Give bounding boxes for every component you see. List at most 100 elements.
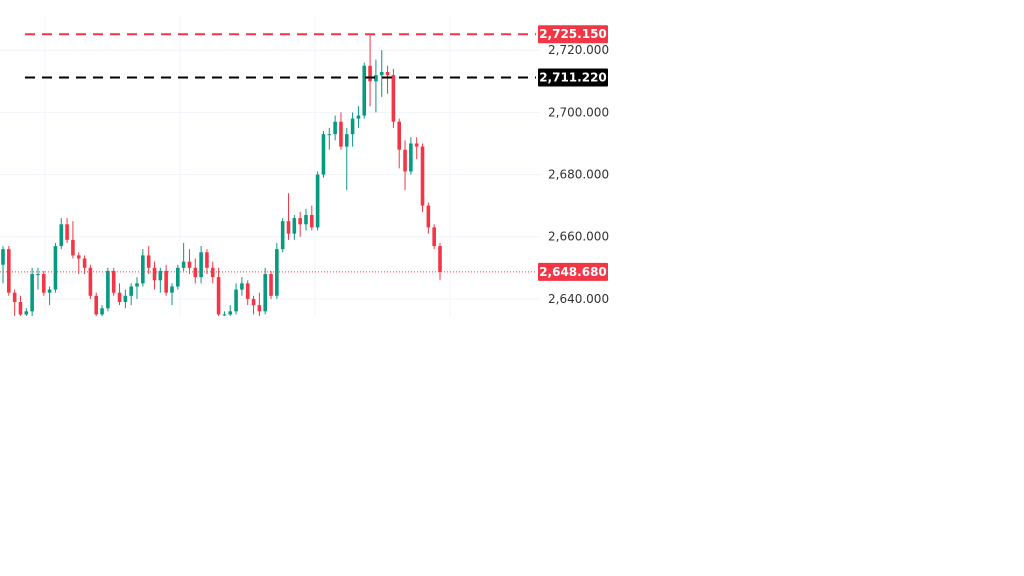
candle-body	[176, 267, 180, 287]
candle	[298, 211, 302, 237]
candle	[59, 218, 64, 250]
candle	[275, 242, 279, 299]
candle	[251, 295, 256, 315]
candle	[53, 242, 58, 293]
candle	[286, 193, 291, 240]
candle	[216, 267, 221, 316]
candle	[187, 249, 192, 275]
candle-body	[216, 277, 221, 315]
candle	[100, 305, 104, 316]
candle-body	[426, 205, 431, 228]
candle-body	[280, 221, 285, 250]
candle	[310, 205, 314, 231]
candle-body	[414, 143, 419, 147]
level-badge-red-label: 2,725.150	[539, 27, 607, 41]
candle-body	[263, 274, 267, 312]
candle-body	[106, 270, 110, 309]
candle-body	[193, 267, 198, 278]
candle-body	[333, 121, 337, 135]
candle-body	[141, 255, 145, 284]
candle-body	[71, 239, 75, 256]
candle	[193, 258, 198, 284]
candle	[304, 208, 308, 231]
candle-body	[100, 308, 104, 315]
candle-body	[152, 267, 157, 281]
candle	[82, 255, 87, 275]
candle	[205, 249, 209, 275]
candle-body	[420, 146, 425, 206]
candle	[368, 34, 372, 107]
candle-body	[234, 289, 238, 312]
candle	[24, 308, 29, 316]
candle	[362, 62, 367, 119]
candle-body	[88, 267, 93, 296]
last-price-badge-background	[538, 262, 608, 281]
level-badge-red-background	[538, 25, 608, 44]
last-price-badge: 2,648.680	[538, 262, 608, 281]
candle	[141, 249, 145, 287]
candle	[385, 65, 390, 94]
candle	[327, 127, 332, 150]
candle-body	[36, 274, 40, 276]
candle-body	[362, 65, 367, 116]
candle-body	[164, 270, 168, 293]
candle	[158, 267, 163, 293]
candle	[391, 68, 396, 128]
candle-body	[123, 295, 128, 303]
candle	[176, 264, 180, 290]
level-badge-black-background	[538, 68, 608, 87]
candle-body	[350, 118, 355, 135]
candle	[339, 112, 343, 150]
candle-body	[41, 274, 46, 293]
level-badge-black-label: 2,711.220	[539, 71, 607, 85]
candle-body	[251, 298, 256, 306]
candle-body	[146, 255, 151, 268]
level-badge-black: 2,711.220	[538, 68, 608, 87]
candle	[240, 277, 244, 296]
candle-body	[403, 149, 407, 172]
last-price-badge-label: 2,648.680	[539, 265, 607, 279]
candle-body	[129, 286, 133, 296]
candle-body	[65, 224, 69, 240]
candle	[321, 131, 326, 178]
candle	[170, 283, 174, 306]
candle-body	[339, 121, 343, 147]
candle-body	[7, 249, 11, 293]
candle-body	[275, 249, 279, 296]
candle-body	[257, 305, 262, 312]
y-tick-label: 2,660.000	[548, 230, 609, 244]
candle-body	[181, 261, 186, 268]
candle-body	[374, 75, 378, 82]
candle	[234, 283, 238, 315]
level-badge-red: 2,725.150	[538, 25, 608, 44]
candle-body	[344, 134, 349, 147]
candle	[333, 115, 337, 141]
candle	[71, 221, 75, 259]
candle	[41, 270, 46, 296]
price-level-lines	[0, 33, 536, 273]
candle-body	[310, 214, 314, 228]
candle	[432, 224, 436, 250]
candle	[1, 246, 5, 284]
grid-layer	[0, 16, 540, 316]
candle-body	[269, 274, 273, 296]
candle	[344, 127, 349, 191]
candle	[403, 140, 407, 191]
candle-body	[321, 134, 326, 175]
candle-body	[368, 65, 372, 82]
candle	[135, 277, 139, 299]
candle-body	[391, 75, 396, 122]
candle	[350, 112, 355, 147]
candle-body	[199, 252, 203, 278]
candle-body	[385, 72, 390, 76]
candle-body	[292, 218, 297, 234]
candle	[94, 292, 99, 316]
candle-body	[76, 255, 81, 259]
candle	[199, 246, 203, 284]
candle	[409, 137, 413, 175]
candle	[397, 118, 402, 169]
candle	[123, 289, 128, 309]
price-axis[interactable]: 2,640.000 2,660.000 2,680.000 2,700.000 2,72…	[538, 25, 609, 306]
candle-body	[438, 246, 442, 272]
